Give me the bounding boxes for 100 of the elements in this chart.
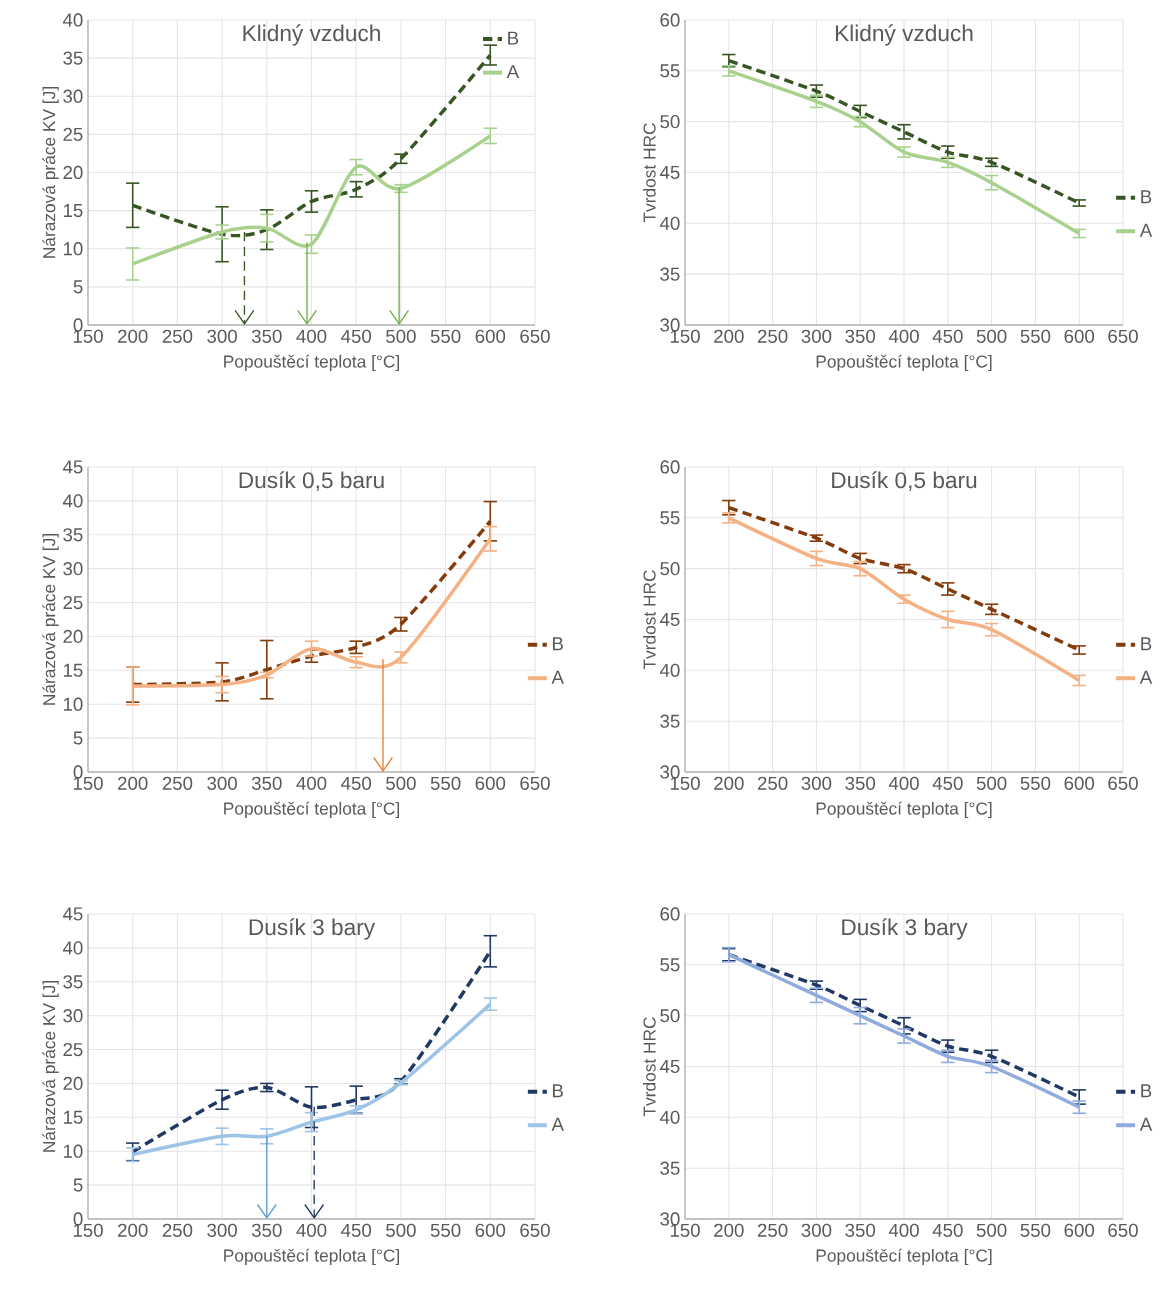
x-tick-label: 250: [757, 1223, 788, 1237]
x-tick-label: 200: [118, 329, 148, 343]
y-axis-title: Tvrdost HRC: [642, 570, 656, 670]
y-tick-label: 60: [660, 460, 680, 474]
x-tick-label: 500: [976, 1223, 1007, 1237]
x-tick-label: 450: [932, 776, 963, 790]
x-tick-label: 300: [207, 776, 237, 790]
x-tick-label: 350: [845, 329, 876, 343]
chart-title: Dusík 3 bary: [249, 918, 376, 940]
y-tick-label: 60: [660, 13, 680, 27]
y-tick-label: 30: [63, 562, 83, 576]
x-tick-label: 500: [976, 329, 1007, 343]
x-tick-label: 200: [714, 329, 744, 343]
y-tick-label: 15: [63, 204, 83, 218]
x-tick-label: 400: [888, 329, 919, 343]
x-tick-label: 250: [162, 329, 193, 343]
y-tick-label: 20: [63, 165, 83, 180]
x-tick-label: 200: [118, 1223, 148, 1237]
y-tick-label: 35: [660, 1161, 680, 1175]
x-tick-label: 550: [430, 776, 461, 790]
x-tick-label: 450: [341, 776, 372, 790]
y-tick-label: 35: [63, 51, 83, 65]
x-tick-label: 200: [714, 1223, 744, 1237]
y-tick-label: 40: [62, 494, 83, 508]
y-axis-title: Tvrdost HRC: [642, 123, 656, 223]
y-tick-label: 10: [63, 1144, 83, 1158]
x-tick-label: 350: [251, 329, 282, 343]
y-tick-label: 35: [63, 528, 83, 542]
x-tick-label: 550: [430, 329, 461, 343]
y-tick-label: 30: [63, 89, 83, 103]
y-tick-label: 45: [62, 907, 83, 921]
x-tick-label: 350: [845, 1223, 876, 1237]
x-tick-label: 400: [296, 776, 327, 790]
legend-label: B: [1141, 190, 1152, 204]
y-tick-label: 5: [73, 1178, 83, 1192]
x-tick-label: 600: [1064, 329, 1095, 343]
chart-title: Dusík 0,5 baru: [239, 471, 384, 491]
legend-label: A: [551, 670, 564, 684]
x-tick-label: 400: [888, 1223, 919, 1237]
y-tick-label: 50: [660, 115, 680, 129]
x-axis-title: Popouštěcí teplota [°C]: [224, 354, 399, 372]
y-tick-label: 40: [62, 941, 83, 955]
chart-title: Dusík 0,5 baru: [832, 471, 977, 491]
y-tick-label: 35: [660, 267, 680, 281]
legend-label: B: [1141, 637, 1152, 651]
y-tick-label: 40: [659, 1110, 680, 1124]
x-tick-label: 650: [1108, 1223, 1138, 1237]
x-tick-label: 550: [1020, 329, 1051, 343]
x-tick-label: 200: [714, 776, 744, 790]
x-tick-label: 600: [1064, 1223, 1095, 1237]
y-tick-label: 35: [660, 714, 680, 728]
y-tick-label: 15: [63, 1110, 83, 1124]
y-tick-label: 10: [63, 697, 83, 711]
x-tick-label: 400: [296, 1223, 327, 1237]
x-tick-label: 450: [932, 329, 963, 343]
x-tick-label: 250: [757, 776, 788, 790]
y-tick-label: 15: [63, 663, 83, 677]
x-tick-label: 500: [386, 329, 416, 343]
x-tick-label: 550: [1020, 1223, 1051, 1237]
x-axis-title: Popouštěcí teplota [°C]: [224, 801, 399, 819]
x-tick-label: 250: [162, 1223, 193, 1237]
x-tick-label: 450: [932, 1223, 963, 1237]
x-tick-label: 600: [475, 329, 506, 343]
legend-label: B: [508, 31, 519, 45]
y-tick-label: 55: [660, 958, 680, 972]
y-tick-label: 40: [659, 663, 680, 677]
x-tick-label: 650: [1108, 329, 1138, 343]
x-tick-label: 500: [386, 1223, 416, 1237]
x-tick-label: 200: [118, 776, 148, 790]
legend-label: A: [551, 1117, 564, 1131]
y-axis-title: Tvrdost HRC: [642, 1017, 656, 1117]
x-tick-label: 300: [801, 776, 832, 790]
y-tick-label: 5: [73, 731, 83, 745]
x-tick-label: 400: [296, 329, 327, 343]
x-tick-label: 500: [386, 776, 416, 790]
chart-title: Klidný vzduch: [835, 24, 973, 46]
legend-label: A: [1139, 223, 1153, 237]
legend-label: B: [553, 637, 563, 651]
x-axis-title: Popouštěcí teplota [°C]: [224, 1248, 399, 1266]
x-tick-label: 550: [1020, 776, 1051, 790]
legend-label: A: [1139, 670, 1153, 684]
y-tick-label: 5: [73, 280, 83, 294]
y-tick-label: 55: [660, 64, 680, 78]
x-tick-label: 350: [251, 776, 282, 790]
x-tick-label: 300: [207, 1223, 237, 1237]
x-axis-title: Popouštěcí teplota [°C]: [816, 1248, 992, 1266]
y-axis-title: Nárazová práce KV [J]: [42, 981, 59, 1152]
x-tick-label: 650: [520, 776, 550, 790]
y-tick-label: 45: [62, 460, 83, 474]
x-tick-label: 250: [162, 776, 193, 790]
chart-title: Klidný vzduch: [243, 24, 380, 46]
x-tick-label: 550: [430, 1223, 461, 1237]
y-tick-label: 45: [659, 1059, 680, 1074]
x-tick-label: 450: [341, 329, 372, 343]
x-tick-label: 600: [475, 776, 506, 790]
y-tick-label: 25: [63, 127, 83, 141]
x-tick-label: 250: [757, 329, 788, 343]
x-axis-title: Popouštěcí teplota [°C]: [816, 801, 992, 819]
y-tick-label: 60: [660, 907, 680, 921]
legend-label: B: [553, 1084, 563, 1098]
